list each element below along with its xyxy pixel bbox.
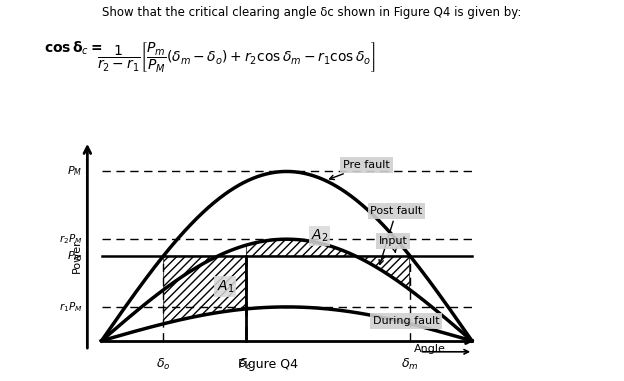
Text: $A_1$: $A_1$ bbox=[217, 279, 234, 295]
Text: Pre fault: Pre fault bbox=[329, 160, 390, 179]
Text: Figure Q4: Figure Q4 bbox=[238, 359, 298, 371]
Text: Power: Power bbox=[72, 239, 82, 273]
Text: Show that the critical clearing angle δc shown in Figure Q4 is given by:: Show that the critical clearing angle δc… bbox=[102, 6, 522, 19]
Text: $\delta_c$: $\delta_c$ bbox=[238, 357, 253, 372]
Text: Angle: Angle bbox=[414, 344, 446, 354]
Text: $\dfrac{1}{r_2-r_1}\left[\dfrac{P_m}{P_M}(\delta_m-\delta_o)+r_2\cos\delta_m-r_1: $\dfrac{1}{r_2-r_1}\left[\dfrac{P_m}{P_M… bbox=[97, 40, 375, 74]
Text: $\delta_o$: $\delta_o$ bbox=[156, 357, 170, 372]
Text: $A_2$: $A_2$ bbox=[311, 227, 328, 244]
Text: Input: Input bbox=[379, 236, 407, 252]
Text: $r_2P_M$: $r_2P_M$ bbox=[59, 232, 82, 246]
Text: Post fault: Post fault bbox=[370, 206, 422, 264]
Text: $P_M$: $P_M$ bbox=[67, 165, 82, 178]
Text: During fault: During fault bbox=[373, 316, 439, 326]
Text: $P_m$: $P_m$ bbox=[67, 249, 82, 263]
Text: $\mathbf{cos\,\delta_{\it{c}}}$$\mathbf{=}$: $\mathbf{cos\,\delta_{\it{c}}}$$\mathbf{… bbox=[44, 40, 102, 58]
Text: $r_1P_M$: $r_1P_M$ bbox=[59, 300, 82, 314]
Text: $\delta_m$: $\delta_m$ bbox=[401, 357, 419, 372]
